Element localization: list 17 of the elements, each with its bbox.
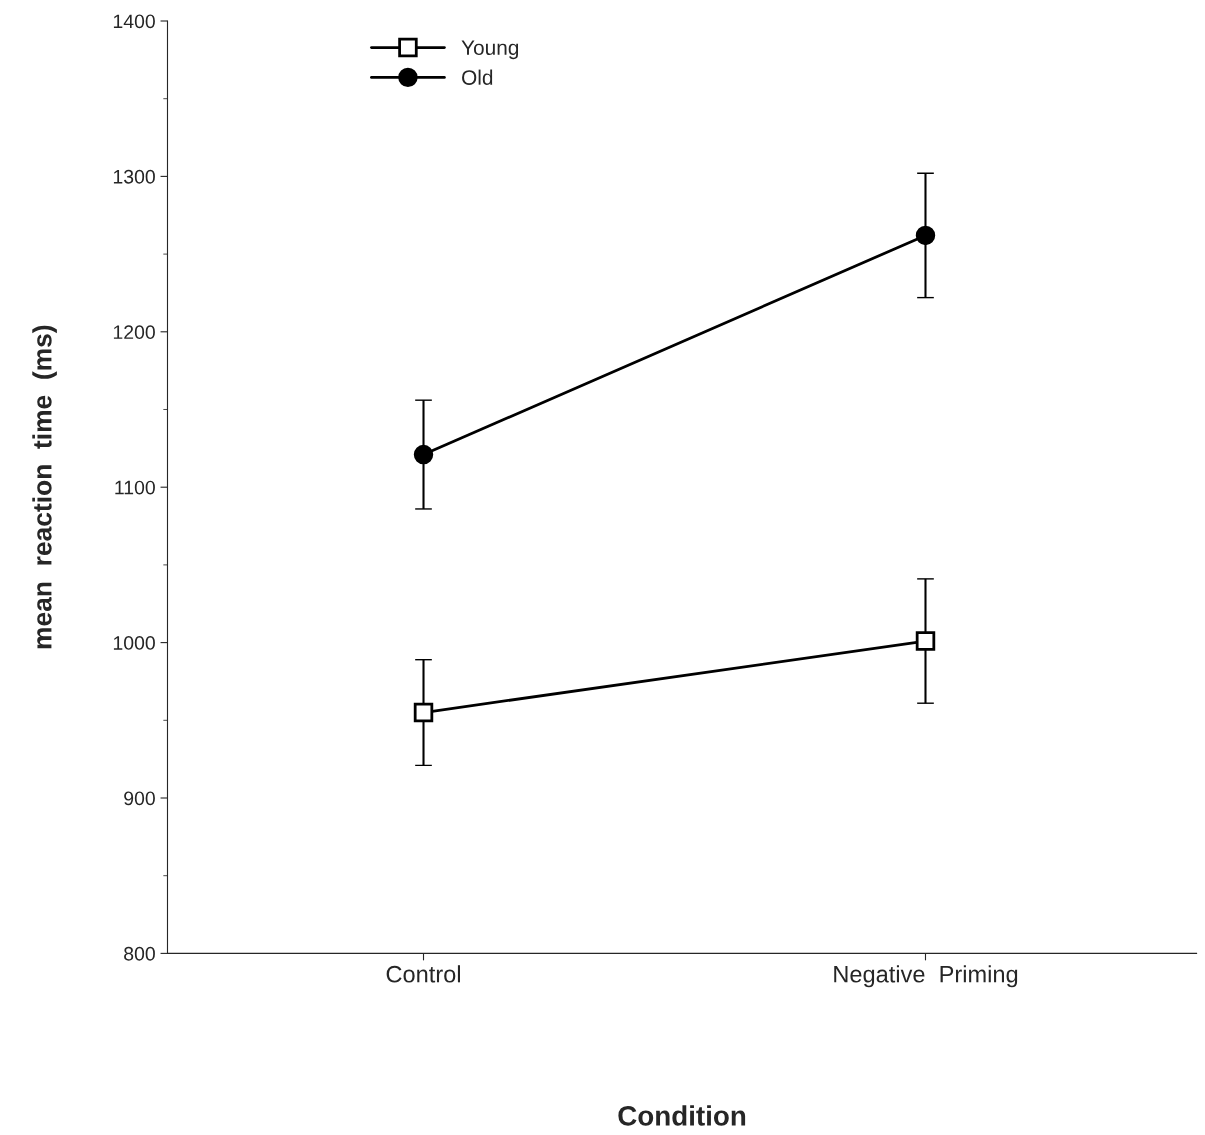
point bbox=[915, 631, 936, 651]
point bbox=[413, 702, 434, 723]
y-tick-label: 900 bbox=[124, 791, 155, 806]
y-tick-label: 1400 bbox=[113, 14, 155, 29]
legend-label: Old bbox=[462, 69, 493, 85]
y-tick-label: 1100 bbox=[115, 480, 155, 495]
y-axis-title: mean reaction time (ms) bbox=[32, 325, 57, 649]
y-tick-label: 1200 bbox=[113, 325, 155, 340]
x-axis-title: Condition bbox=[618, 1105, 746, 1126]
point bbox=[915, 225, 936, 246]
y-tick-label: 800 bbox=[124, 946, 155, 961]
legend-label: Young bbox=[461, 40, 519, 60]
y-tick-label: 1000 bbox=[113, 636, 155, 650]
x-tick-label: Negative Priming bbox=[834, 965, 1018, 988]
point bbox=[413, 444, 434, 465]
y-tick-label: 1300 bbox=[113, 169, 155, 184]
x-tick-label: Control bbox=[386, 965, 460, 983]
